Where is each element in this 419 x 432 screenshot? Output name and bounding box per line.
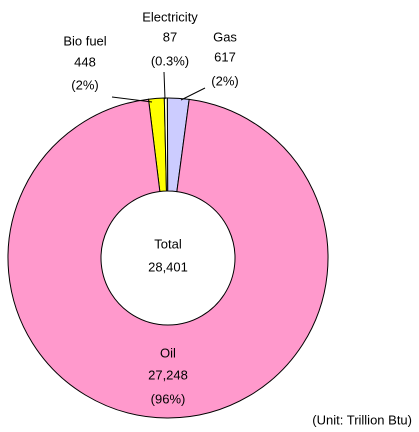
leader-line — [163, 71, 166, 100]
center-title: Total — [154, 236, 182, 251]
slice-value: 87 — [163, 29, 177, 44]
slice — [7, 98, 329, 419]
slice-percent: (2%) — [71, 77, 98, 92]
slice-label: Gas — [213, 29, 237, 44]
slice-label: Bio fuel — [63, 33, 106, 48]
leader-line — [111, 96, 153, 103]
slice-value: 27,248 — [148, 367, 188, 382]
slice-percent: (96%) — [151, 391, 186, 406]
leader-line — [180, 87, 206, 101]
slice-label: Oil — [160, 345, 176, 360]
slice-value: 617 — [214, 49, 236, 64]
slice-percent: (0.3%) — [151, 53, 189, 68]
slice-label: Electricity — [142, 9, 198, 24]
donut — [7, 97, 329, 419]
center-total: 28,401 — [148, 259, 188, 274]
slice-percent: (2%) — [211, 73, 238, 88]
unit-note: (Unit: Trillion Btu) — [312, 412, 412, 427]
slice-value: 448 — [74, 54, 96, 69]
